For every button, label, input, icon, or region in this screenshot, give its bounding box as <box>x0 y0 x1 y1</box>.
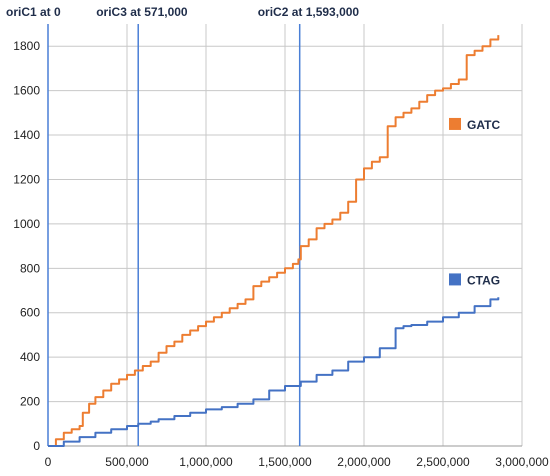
series-line-gatc <box>48 35 500 447</box>
x-tick-label: 3,000,000 <box>495 455 549 469</box>
y-tick-label: 1400 <box>13 128 40 142</box>
y-tick-label: 200 <box>20 395 40 409</box>
y-tick-label: 800 <box>20 261 40 275</box>
legend-label-gatc: GATC <box>467 118 500 132</box>
y-tick-label: 400 <box>20 350 40 364</box>
origin-annotation: oriC2 at 1,593,000 <box>258 5 360 19</box>
x-tick-label: 2,000,000 <box>337 455 391 469</box>
legend: GATC CTAG <box>449 117 500 287</box>
x-tick-label: 0 <box>45 455 52 469</box>
x-tick-label: 500,000 <box>105 455 149 469</box>
series-lines <box>48 35 500 447</box>
legend-swatch-gatc <box>449 117 461 130</box>
y-tick-labels: 0 200 400 600 800 1000 1200 1400 1600 1800 <box>13 39 40 453</box>
x-tick-label: 1,000,000 <box>179 455 233 469</box>
x-tick-labels: 0 500,000 1,000,000 1,500,000 2,000,000 2,500… <box>45 455 549 469</box>
x-tick-label: 1,500,000 <box>258 455 312 469</box>
x-tick-label: 2,500,000 <box>416 455 470 469</box>
legend-label-ctag: CTAG <box>467 273 500 287</box>
y-tick-label: 1000 <box>13 217 40 231</box>
origin-annotation: oriC1 at 0 <box>6 5 61 19</box>
origin-lines <box>47 24 301 446</box>
legend-swatch-ctag <box>449 273 461 286</box>
y-tick-label: 1200 <box>13 172 40 186</box>
y-tick-label: 1600 <box>13 84 40 98</box>
y-tick-label: 1800 <box>13 39 40 53</box>
series-line-ctag <box>48 297 500 447</box>
y-tick-label: 0 <box>33 439 40 453</box>
origin-annotation: oriC3 at 571,000 <box>96 5 188 19</box>
y-tick-label: 600 <box>20 306 40 320</box>
origin-annotations: oriC1 at 0 oriC3 at 571,000 oriC2 at 1,593… <box>6 5 359 19</box>
